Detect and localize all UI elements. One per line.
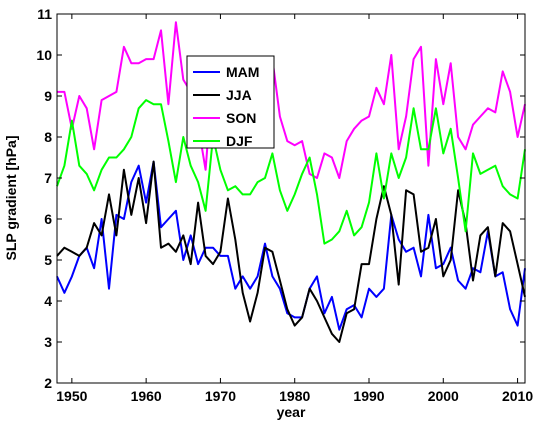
y-tick-label: 7: [44, 170, 52, 186]
y-tick-label: 10: [36, 47, 52, 63]
legend-label-mam: MAM: [226, 64, 259, 80]
x-tick-label: 2010: [502, 388, 533, 404]
x-tick-label: 1970: [205, 388, 236, 404]
legend: MAM JJA SON DJF: [186, 55, 275, 149]
plot-area-frame: [56, 13, 526, 384]
legend-label-son: SON: [226, 110, 256, 126]
legend-label-djf: DJF: [226, 133, 253, 149]
x-axis-ticks: 1950 1960 1970 1980 1990 2000 2010: [56, 14, 533, 404]
x-axis-title: year: [277, 404, 306, 420]
x-tick-label: 1960: [131, 388, 162, 404]
series-layer: [56, 21, 526, 343]
y-tick-label: 11: [37, 6, 52, 22]
y-tick-label: 9: [44, 88, 52, 104]
legend-label-jja: JJA: [226, 87, 252, 103]
series-line-djf: [56, 99, 526, 245]
y-tick-label: 2: [44, 375, 52, 391]
x-tick-label: 1950: [56, 388, 87, 404]
y-tick-label: 5: [44, 252, 52, 268]
y-tick-label: 3: [44, 334, 52, 350]
x-tick-label: 1990: [353, 388, 384, 404]
y-axis-title: SLP gradient [hPa]: [3, 136, 19, 261]
y-axis-ticks: 2 3 4 5 6 7 8 9 10 11: [36, 6, 525, 391]
y-tick-label: 8: [44, 129, 52, 145]
y-tick-label: 4: [44, 293, 52, 309]
series-line-son: [57, 21, 526, 179]
x-tick-label: 2000: [428, 388, 459, 404]
series-line-jja: [56, 160, 526, 343]
y-tick-label: 6: [44, 211, 52, 227]
x-tick-label: 1980: [279, 388, 310, 404]
